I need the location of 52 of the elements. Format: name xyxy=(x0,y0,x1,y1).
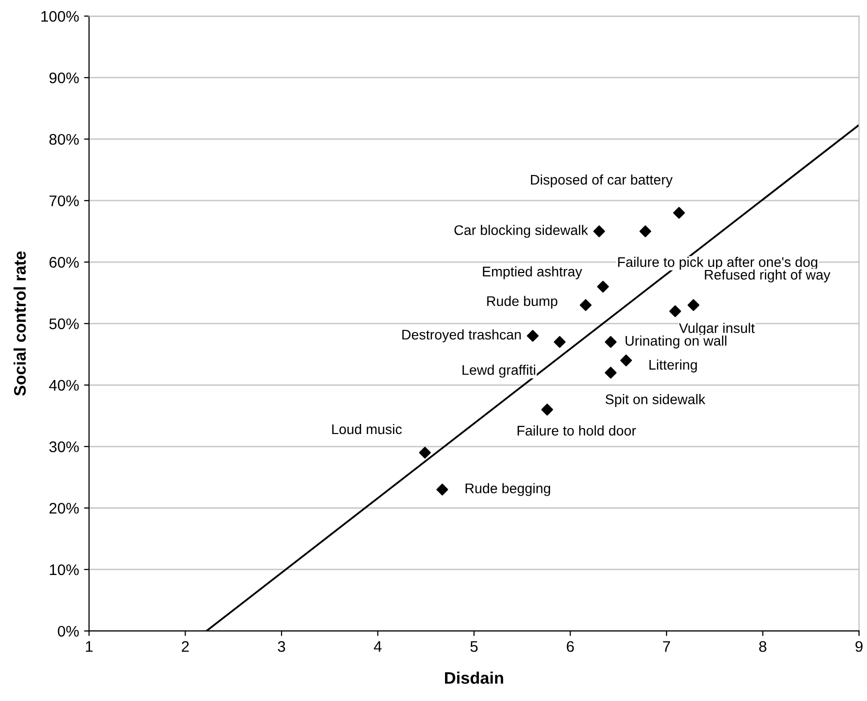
point xyxy=(580,299,592,311)
annotation: Car blocking sidewalk xyxy=(454,224,588,238)
y-tick-label: 30% xyxy=(49,441,79,452)
x-tick-label: 1 xyxy=(86,641,93,652)
annotation: Rude begging xyxy=(466,483,550,496)
y-axis-title: Social control rate xyxy=(14,251,26,396)
y-tick-label: 20% xyxy=(50,502,79,514)
point xyxy=(593,225,606,238)
point xyxy=(604,336,617,348)
x-tick-label: 5 xyxy=(470,641,478,652)
point xyxy=(419,446,431,459)
y-tick-label: 0% xyxy=(58,626,79,637)
y-tick-label: 70% xyxy=(50,195,79,206)
x-tick-label: 9 xyxy=(855,641,863,652)
annotation: Littering xyxy=(649,360,697,372)
y-tick-label: 40% xyxy=(49,380,79,391)
x-tick-label: 2 xyxy=(182,641,189,652)
point xyxy=(639,225,652,238)
annotation: Lewd graffiti xyxy=(462,364,536,378)
point xyxy=(688,299,700,311)
point xyxy=(436,484,448,496)
annotation: Loud music xyxy=(332,424,402,434)
annotation: Destroyed trashcan xyxy=(402,329,521,342)
point xyxy=(526,330,539,342)
x-tick-label: 7 xyxy=(663,641,670,652)
x-tick-label: 6 xyxy=(566,641,574,652)
point xyxy=(673,206,685,219)
y-tick-label: 60% xyxy=(50,256,79,268)
annotation: Failure to pick up after one's dog xyxy=(618,256,818,270)
annotation: Vulgar insult xyxy=(678,322,755,336)
point xyxy=(620,354,632,366)
x-tick-label: 4 xyxy=(374,641,382,652)
point xyxy=(541,404,554,416)
y-tick-label: 80% xyxy=(49,134,79,145)
point xyxy=(554,336,566,348)
annotation: Emptied ashtray xyxy=(482,266,582,280)
x-tick-label: 8 xyxy=(759,641,766,652)
annotation: Urinating on wall xyxy=(626,336,726,348)
point xyxy=(604,366,617,379)
x-axis-title: Disdain xyxy=(445,672,504,684)
annotation: Failure to hold door xyxy=(518,425,636,436)
point xyxy=(669,305,682,318)
x-tick-label: 3 xyxy=(278,641,286,652)
y-tick-label: 100% xyxy=(41,10,79,22)
point xyxy=(597,280,609,293)
y-tick-label: 10% xyxy=(50,564,79,576)
annotation: Spit on sidewalk xyxy=(606,394,706,407)
annotation: Refused right of way xyxy=(704,269,830,282)
annotation: Disposed of car battery xyxy=(531,174,673,188)
annotation: Rude bump xyxy=(487,296,558,309)
y-tick-label: 90% xyxy=(49,72,79,84)
y-tick-label: 50% xyxy=(49,318,79,330)
